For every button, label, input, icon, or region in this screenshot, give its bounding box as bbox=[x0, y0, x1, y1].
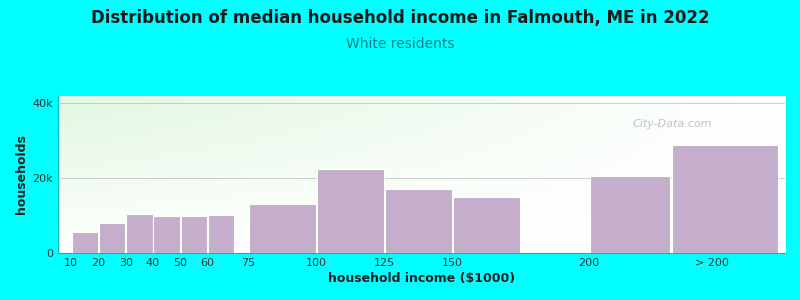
Bar bbox=[181, 216, 207, 253]
Bar bbox=[98, 223, 126, 253]
Bar bbox=[249, 204, 316, 253]
Bar bbox=[590, 176, 670, 253]
Bar bbox=[71, 232, 98, 253]
Bar bbox=[386, 189, 452, 253]
Bar bbox=[208, 215, 234, 253]
Y-axis label: households: households bbox=[15, 134, 28, 214]
Bar bbox=[317, 169, 384, 253]
Bar bbox=[672, 145, 778, 253]
Text: White residents: White residents bbox=[346, 37, 454, 50]
Bar bbox=[126, 214, 153, 253]
Bar bbox=[454, 197, 520, 253]
Text: Distribution of median household income in Falmouth, ME in 2022: Distribution of median household income … bbox=[90, 9, 710, 27]
Bar bbox=[154, 216, 180, 253]
X-axis label: household income ($1000): household income ($1000) bbox=[328, 272, 515, 285]
Text: City-Data.com: City-Data.com bbox=[632, 119, 712, 129]
